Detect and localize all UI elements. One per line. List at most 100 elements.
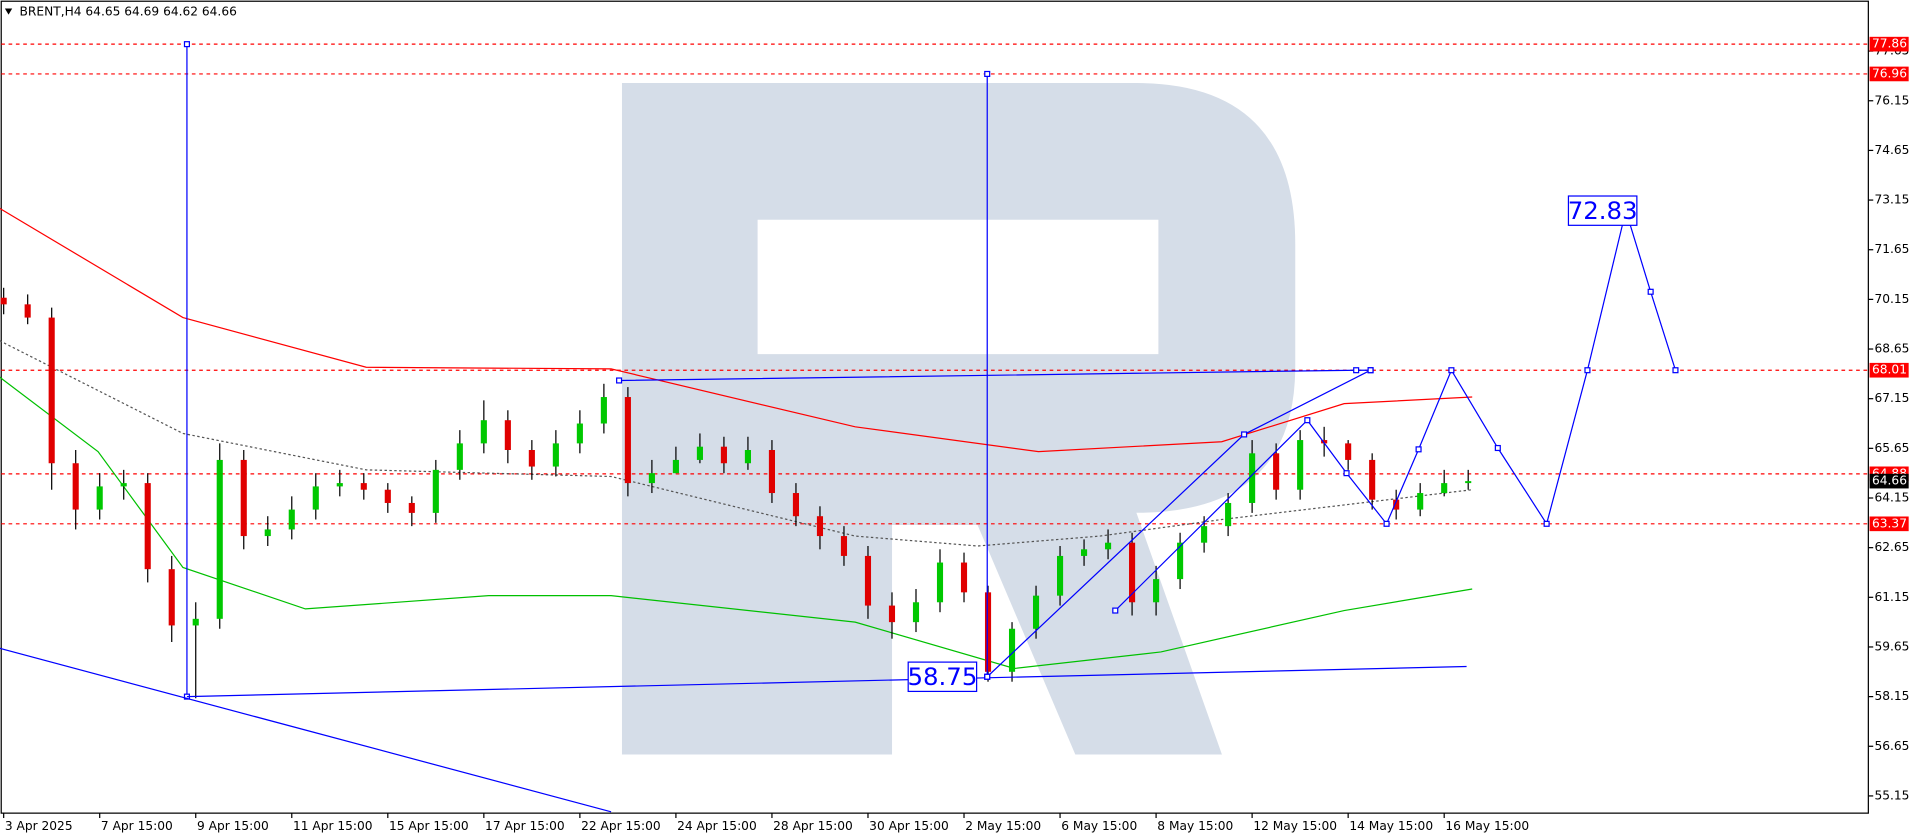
y-tick-label: 73.15 xyxy=(1874,193,1909,207)
candle-body xyxy=(96,486,103,510)
y-tick-label: 67.15 xyxy=(1874,391,1909,405)
candle-body xyxy=(1297,440,1304,490)
forecast-line xyxy=(0,647,612,813)
candle-body xyxy=(168,569,175,626)
candle-body xyxy=(864,555,872,606)
annotation-label: 72.83 xyxy=(1568,196,1638,225)
watermark-logo xyxy=(621,83,1296,755)
y-tick-label: 62.65 xyxy=(1874,540,1909,554)
forecast-point xyxy=(1494,444,1501,452)
candle-body xyxy=(768,449,776,494)
forecast-point xyxy=(1415,446,1422,453)
candle-body xyxy=(1032,595,1040,629)
forecast-point xyxy=(1241,431,1248,438)
candle-body xyxy=(192,618,199,626)
candle-body xyxy=(672,459,679,474)
candle-body xyxy=(1201,526,1208,543)
forecast-point xyxy=(616,377,623,384)
candle-body xyxy=(552,443,559,467)
current-price-label: 64.66 xyxy=(1872,474,1907,488)
forecast-point xyxy=(984,673,991,680)
candle-body xyxy=(1249,453,1256,503)
candle-body xyxy=(984,592,992,672)
candle-body xyxy=(432,469,439,513)
candle-body xyxy=(600,397,607,424)
x-tick-label: 11 Apr 15:00 xyxy=(293,819,373,833)
x-tick-label: 7 Apr 15:00 xyxy=(101,819,173,833)
x-tick-label: 3 Apr 2025 xyxy=(5,819,73,833)
y-tick-label: 71.65 xyxy=(1874,242,1909,256)
candle-body xyxy=(1056,555,1064,596)
plot-frame xyxy=(0,0,1869,814)
candle-body xyxy=(576,423,583,444)
candle-body xyxy=(144,483,151,570)
forecast-point xyxy=(1543,520,1550,527)
candle-body xyxy=(384,489,391,503)
candle-body xyxy=(48,317,55,464)
level-price-box xyxy=(1869,362,1909,378)
x-tick-label: 6 May 15:00 xyxy=(1061,819,1137,833)
candle-body xyxy=(648,473,655,484)
y-tick-label: 58.15 xyxy=(1874,689,1909,703)
forecast-point xyxy=(183,41,190,48)
x-tick-label: 15 Apr 15:00 xyxy=(389,819,469,833)
forecast-point xyxy=(1647,288,1654,295)
candle-body xyxy=(0,297,7,305)
y-tick-label: 76.15 xyxy=(1874,93,1909,107)
candle-body xyxy=(720,446,727,464)
y-tick-label: 61.15 xyxy=(1874,590,1909,604)
x-tick-label: 2 May 15:00 xyxy=(965,819,1041,833)
candle-body xyxy=(936,562,944,603)
forecast-point xyxy=(1353,367,1360,374)
x-tick-label: 22 Apr 15:00 xyxy=(581,819,661,833)
candle-body xyxy=(120,483,127,487)
annotation-box xyxy=(907,661,978,693)
candle-body xyxy=(744,449,751,464)
candle-body xyxy=(216,459,223,619)
forecast-point xyxy=(984,70,991,77)
level-price-label: 68.01 xyxy=(1872,363,1907,377)
candle-body xyxy=(480,420,487,444)
menu-arrow xyxy=(4,8,13,15)
y-tick-label: 68.65 xyxy=(1874,342,1909,356)
candle-body xyxy=(1441,483,1448,494)
candle-body xyxy=(1177,542,1184,580)
candle-body xyxy=(240,459,247,537)
x-tick-label: 30 Apr 15:00 xyxy=(869,819,949,833)
candle-body xyxy=(1225,502,1232,527)
candle-body xyxy=(288,509,295,530)
annotation-label: 58.75 xyxy=(907,662,977,691)
level-price-box xyxy=(1869,516,1909,532)
candle-body xyxy=(1105,542,1112,550)
moving-average xyxy=(0,207,1473,453)
x-tick-label: 9 Apr 15:00 xyxy=(197,819,269,833)
candle-body xyxy=(336,483,343,487)
level-price-label: 77.86 xyxy=(1872,37,1907,51)
annotation-box xyxy=(1567,195,1638,226)
x-tick-label: 14 May 15:00 xyxy=(1349,819,1433,833)
candle-body xyxy=(1465,481,1472,484)
forecast-point xyxy=(1383,520,1390,527)
forecast-line xyxy=(186,665,1467,698)
chart-title: BRENT,H4 64.65 64.69 64.62 64.66 xyxy=(20,5,237,19)
forecast-point xyxy=(1448,367,1455,374)
candle-body xyxy=(816,516,824,537)
candle-body xyxy=(360,483,367,490)
candle-body xyxy=(792,493,800,517)
candle-body xyxy=(72,463,79,510)
candle-body xyxy=(24,304,31,318)
forecast-point xyxy=(1112,607,1119,614)
current-price-box xyxy=(1869,473,1909,489)
candle-body xyxy=(1417,493,1424,510)
forecast-point xyxy=(1367,367,1374,374)
x-tick-label: 28 Apr 15:00 xyxy=(773,819,853,833)
candle-body xyxy=(624,397,631,484)
candle-body xyxy=(264,529,271,537)
candle-body xyxy=(960,562,968,593)
candle-body xyxy=(1345,443,1352,460)
candle-body xyxy=(1393,499,1400,510)
candle-body xyxy=(840,536,848,556)
candle-body xyxy=(1321,440,1328,444)
